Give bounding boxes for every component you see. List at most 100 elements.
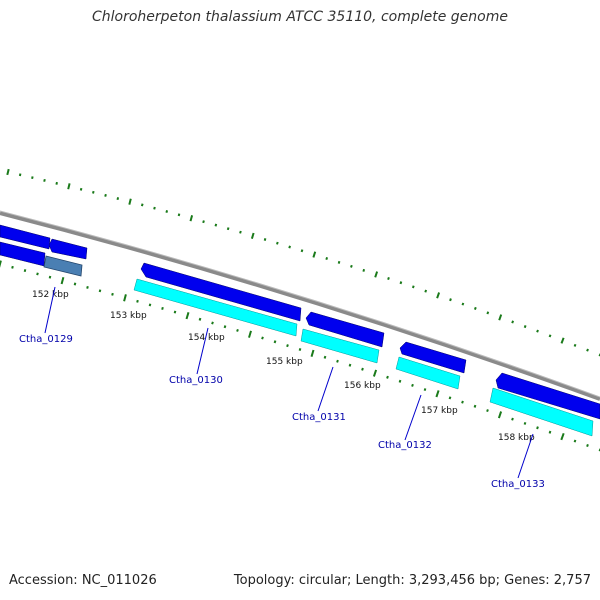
ruler-tick [128, 198, 132, 205]
ruler-tick [276, 241, 279, 245]
forward-gene-arrow[interactable] [48, 238, 88, 260]
ruler-tick [298, 347, 302, 352]
ruler-tick [523, 325, 527, 329]
ruler-tick [273, 340, 277, 344]
selected-gene-block[interactable] [43, 255, 83, 277]
ruler-tick [173, 310, 177, 314]
ruler-tick [185, 312, 190, 320]
ruler-tick [424, 289, 428, 293]
ruler-tick [586, 443, 589, 448]
gene-label-ctha-0130[interactable]: Ctha_0130 [169, 375, 223, 386]
ruler-tick [323, 355, 327, 359]
ruler-tick [161, 306, 164, 310]
ruler-tick [202, 220, 205, 224]
ruler-tick [60, 276, 65, 285]
genome-title: Chloroherpeton thalassium ATCC 35110, co… [92, 9, 508, 25]
ruler-tick [312, 251, 317, 258]
forward-gene-arrow[interactable] [495, 372, 600, 420]
kbp-label: 157 kbp [421, 406, 458, 416]
ruler-tick [536, 329, 539, 333]
reverse-gene-block[interactable] [395, 356, 461, 390]
ruler-tick [486, 311, 490, 315]
kbp-label: 158 kbp [498, 433, 535, 443]
ruler-tick [223, 325, 227, 329]
gene-label-leader [317, 366, 334, 412]
ruler-tick [43, 178, 46, 182]
ruler-tick [86, 285, 89, 289]
kbp-label: 156 kbp [344, 381, 381, 391]
outer-tick-ruler [6, 168, 600, 357]
ruler-tick [398, 379, 402, 383]
inner-tick-ruler [0, 260, 600, 452]
ruler-tick [136, 299, 139, 303]
ruler-tick [461, 400, 464, 404]
ruler-tick [73, 282, 77, 286]
gene-label-leader [196, 327, 209, 375]
ruler-tick [548, 430, 552, 434]
ruler-tick [399, 281, 403, 285]
gene-label-leader [404, 394, 422, 441]
forward-gene-arrow[interactable] [399, 341, 467, 374]
kbp-label: 153 kbp [110, 311, 147, 321]
gene-label-ctha-0131[interactable]: Ctha_0131 [292, 412, 346, 423]
ruler-tick [386, 375, 389, 379]
ruler-tick [116, 197, 120, 201]
ruler-tick [586, 348, 589, 352]
ruler-tick [48, 275, 52, 279]
genome-summary-text: Topology: circular; Length: 3,293,456 bp… [233, 573, 591, 588]
ruler-tick [79, 187, 83, 191]
accession-text: Accession: NC_011026 [9, 573, 157, 588]
ruler-tick [536, 426, 539, 430]
ruler-tick [350, 264, 353, 268]
ruler-tick [250, 232, 255, 239]
kbp-label: 154 kbp [188, 333, 225, 343]
ruler-tick [300, 249, 304, 253]
ruler-tick [511, 320, 515, 324]
ruler-tick [261, 336, 264, 340]
ruler-tick [473, 306, 477, 310]
ruler-tick [486, 409, 489, 413]
ruler-tick [497, 411, 503, 419]
ruler-tick [548, 334, 552, 338]
kbp-label: 155 kbp [266, 357, 303, 367]
ruler-tick [23, 269, 27, 273]
ruler-tick [104, 193, 107, 197]
ruler-tick [523, 421, 527, 425]
ruler-tick [18, 173, 22, 177]
ruler-tick [140, 203, 144, 207]
ruler-tick [411, 383, 414, 387]
ruler-tick [498, 314, 503, 321]
ruler-tick [560, 432, 565, 441]
ruler-tick [148, 303, 152, 307]
ruler-tick [67, 183, 71, 190]
ruler-tick [325, 256, 329, 261]
ruler-tick [387, 276, 390, 281]
gene-label-ctha-0129[interactable]: Ctha_0129 [19, 334, 73, 345]
reverse-gene-block[interactable] [133, 278, 298, 337]
ruler-tick [372, 369, 378, 377]
ruler-tick [11, 265, 14, 269]
ruler-tick [336, 359, 339, 363]
ruler-tick [560, 337, 565, 344]
forward-gene-arrow[interactable] [0, 224, 51, 250]
forward-gene-arrow[interactable] [140, 262, 302, 322]
gene-label-ctha-0133[interactable]: Ctha_0133 [491, 479, 545, 490]
reverse-gene-block[interactable] [489, 387, 594, 437]
forward-gene-arrow[interactable] [305, 311, 385, 348]
gene-label-leader [517, 433, 534, 479]
ruler-tick [123, 294, 127, 302]
ruler-tick [511, 417, 514, 421]
ruler-tick [98, 289, 102, 293]
ruler-tick [461, 302, 465, 306]
kbp-label: 152 kbp [32, 290, 69, 300]
gene-label-ctha-0132[interactable]: Ctha_0132 [378, 440, 432, 451]
ruler-tick [348, 363, 352, 367]
ruler-tick [288, 245, 291, 249]
ruler-tick [226, 227, 230, 231]
ruler-tick [448, 396, 452, 400]
ruler-tick [239, 230, 242, 234]
ruler-tick [55, 181, 58, 185]
ruler-tick [6, 168, 10, 176]
ruler-tick [436, 292, 441, 299]
reverse-gene-block[interactable] [300, 328, 380, 364]
